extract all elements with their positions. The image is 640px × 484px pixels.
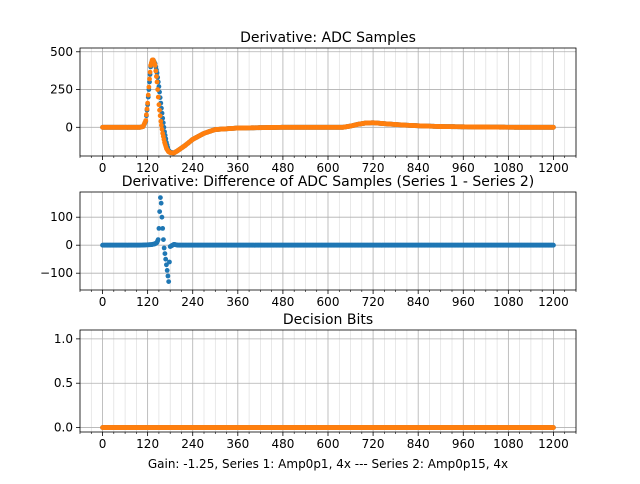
y-tick-label: 0 bbox=[65, 120, 73, 134]
x-tick-label: 840 bbox=[407, 295, 430, 309]
data-point bbox=[165, 273, 171, 279]
x-tick-label: 720 bbox=[362, 437, 385, 451]
x-tick-label: 1200 bbox=[538, 437, 569, 451]
chart-panel-1: Derivative: ADC Samples 0 120 240 360 480 600 7… bbox=[50, 30, 577, 175]
data-point bbox=[551, 425, 556, 430]
x-tick-label: 480 bbox=[271, 161, 294, 175]
data-point bbox=[145, 92, 151, 98]
y-tick-label: 100 bbox=[50, 210, 73, 224]
x-tick-label: 240 bbox=[181, 437, 204, 451]
data-point bbox=[159, 122, 164, 128]
data-point bbox=[160, 226, 166, 231]
x-tick-label: 600 bbox=[317, 295, 340, 309]
chart-title: Derivative: ADC Samples bbox=[240, 30, 416, 46]
x-tick-label: 120 bbox=[136, 437, 159, 451]
data-point bbox=[164, 262, 169, 268]
data-point bbox=[155, 237, 161, 243]
footer-label: Gain: -1.25, Series 1: Amp0p1, 4x --- Se… bbox=[148, 457, 508, 471]
x-tick-label: 120 bbox=[136, 295, 159, 309]
data-point bbox=[159, 126, 165, 132]
data-point bbox=[159, 214, 165, 220]
data-point bbox=[143, 112, 149, 118]
x-tick-label: 120 bbox=[136, 161, 159, 175]
data-point bbox=[157, 209, 163, 215]
x-tick-label: 600 bbox=[317, 161, 340, 175]
data-point bbox=[155, 87, 161, 92]
data-point bbox=[161, 245, 167, 251]
x-tick-label: 0 bbox=[99, 437, 107, 451]
x-tick-label: 240 bbox=[181, 295, 204, 309]
x-tick-label: 720 bbox=[362, 295, 385, 309]
x-tick-label: 960 bbox=[452, 161, 475, 175]
data-point bbox=[154, 74, 159, 79]
x-tick-label: 480 bbox=[271, 295, 294, 309]
x-tick-label: 840 bbox=[407, 437, 430, 451]
data-point bbox=[147, 76, 152, 82]
y-tick-label: 500 bbox=[50, 45, 73, 59]
y-tick-label: 0 bbox=[65, 238, 73, 252]
data-point bbox=[147, 69, 153, 75]
x-tick-label: 1080 bbox=[493, 161, 524, 175]
series-2 bbox=[100, 425, 556, 430]
x-tick-label: 0 bbox=[99, 295, 107, 309]
x-tick-label: 1080 bbox=[493, 437, 524, 451]
data-point bbox=[157, 113, 163, 119]
x-tick-label: 960 bbox=[452, 437, 475, 451]
data-point bbox=[164, 268, 170, 273]
data-point bbox=[146, 84, 152, 90]
x-tick-label: 240 bbox=[181, 161, 204, 175]
x-tick-label: 360 bbox=[226, 437, 249, 451]
data-point bbox=[551, 242, 556, 248]
data-point bbox=[156, 226, 162, 231]
data-point bbox=[162, 251, 168, 256]
x-tick-label: 960 bbox=[452, 295, 475, 309]
data-point bbox=[143, 118, 149, 123]
chart-panel-3: Decision Bits 0 120 240 360 480 600 720 840 960 10… bbox=[54, 312, 577, 451]
series-1 bbox=[100, 195, 556, 284]
x-tick-label: 840 bbox=[407, 161, 430, 175]
x-tick-label: 600 bbox=[317, 437, 340, 451]
axes-frame bbox=[79, 47, 577, 157]
data-point bbox=[144, 106, 150, 112]
data-point bbox=[155, 94, 161, 100]
x-tick-label: 1200 bbox=[538, 161, 569, 175]
data-point bbox=[163, 256, 169, 262]
data-point bbox=[157, 107, 162, 113]
axes-frame bbox=[79, 329, 577, 433]
x-tick-label: 1200 bbox=[538, 295, 569, 309]
chart-title: Derivative: Difference of ADC Samples (S… bbox=[122, 174, 534, 190]
series-2 bbox=[100, 57, 556, 156]
x-tick-label: 720 bbox=[362, 161, 385, 175]
x-tick-label: 360 bbox=[226, 295, 249, 309]
x-tick-label: 480 bbox=[271, 437, 294, 451]
data-point bbox=[158, 195, 163, 201]
x-tick-label: 360 bbox=[226, 161, 249, 175]
data-point bbox=[156, 102, 162, 108]
data-point bbox=[158, 118, 164, 124]
y-tick-label: 0.5 bbox=[54, 376, 73, 390]
axes-frame bbox=[79, 191, 577, 291]
data-point bbox=[153, 68, 159, 74]
y-tick-label: 1.0 bbox=[54, 332, 73, 346]
y-tick-label: 0.0 bbox=[54, 421, 73, 435]
data-point bbox=[166, 279, 172, 284]
x-tick-label: 0 bbox=[99, 161, 107, 175]
data-point bbox=[161, 237, 166, 243]
data-point bbox=[167, 259, 172, 265]
data-point bbox=[152, 62, 158, 68]
y-tick-label: −100 bbox=[40, 266, 73, 280]
data-point bbox=[154, 79, 160, 85]
data-point bbox=[158, 200, 164, 206]
data-point bbox=[145, 100, 151, 106]
y-tick-label: 250 bbox=[50, 83, 73, 97]
data-point bbox=[551, 124, 556, 130]
x-tick-label: 1080 bbox=[493, 295, 524, 309]
chart-title: Decision Bits bbox=[283, 312, 373, 328]
chart-panel-2: Derivative: Difference of ADC Samples (S… bbox=[40, 174, 577, 309]
